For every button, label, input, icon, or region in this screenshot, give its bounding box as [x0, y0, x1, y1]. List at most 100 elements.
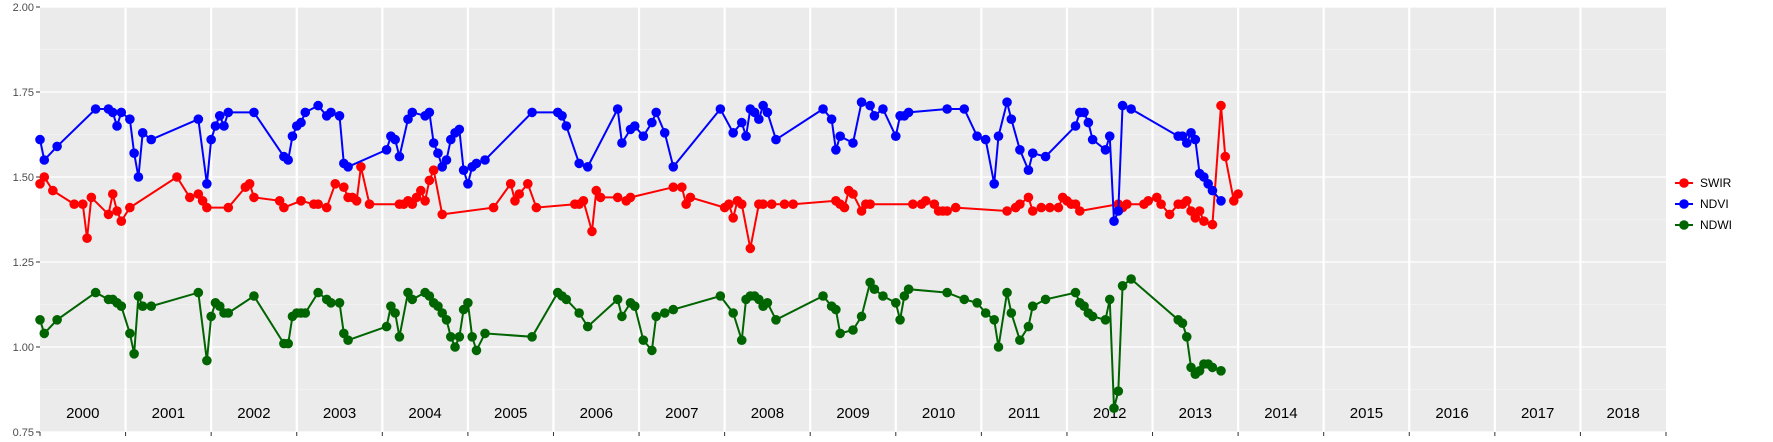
data-point: [1181, 138, 1192, 148]
data-point: [668, 182, 679, 192]
data-point: [1027, 206, 1038, 216]
legend-key-point: [1679, 178, 1689, 188]
data-point: [736, 117, 747, 128]
data-point: [903, 284, 914, 295]
data-point: [1194, 206, 1205, 216]
data-point: [193, 114, 204, 124]
data-point: [1015, 335, 1025, 346]
data-point: [1023, 165, 1034, 175]
data-point: [441, 315, 452, 325]
data-point: [728, 213, 738, 223]
data-point: [1023, 192, 1034, 203]
data-point: [445, 332, 456, 342]
data-point: [471, 158, 482, 169]
data-point: [942, 206, 952, 216]
data-point: [895, 315, 905, 325]
year-label: 2000: [66, 405, 99, 422]
data-point: [137, 128, 148, 138]
year-label: 2018: [1607, 405, 1640, 422]
year-label: 2010: [922, 405, 955, 422]
data-point: [424, 107, 435, 118]
year-label: 2001: [152, 405, 185, 422]
year-label: 2007: [665, 405, 698, 422]
data-point: [394, 151, 405, 162]
data-point: [574, 158, 584, 169]
data-point: [69, 199, 80, 209]
data-point: [1207, 219, 1218, 230]
data-point: [249, 291, 259, 301]
data-point: [454, 332, 465, 342]
data-point: [223, 107, 234, 118]
data-point: [1220, 151, 1231, 162]
data-point: [116, 216, 127, 226]
data-point: [638, 131, 649, 141]
data-point: [364, 199, 375, 209]
data-point: [133, 291, 144, 301]
year-label: 2017: [1521, 405, 1554, 422]
data-point: [629, 301, 640, 312]
data-point: [647, 345, 657, 356]
data-point: [433, 148, 443, 158]
data-point: [724, 199, 734, 209]
data-point: [651, 107, 661, 118]
data-point: [244, 179, 255, 189]
data-point: [467, 332, 477, 342]
data-point: [1109, 403, 1119, 414]
y-axis: 0.75 1.00 1.25 1.50 1.75 2.00: [13, 2, 40, 439]
data-point: [428, 138, 439, 148]
data-point: [595, 192, 606, 203]
data-point: [90, 104, 101, 114]
data-point: [86, 192, 97, 203]
data-point: [959, 104, 970, 114]
data-point: [112, 121, 122, 131]
data-point: [287, 131, 298, 141]
data-point: [39, 172, 50, 182]
legend-label: NDWI: [1700, 218, 1732, 232]
data-point: [890, 131, 901, 141]
data-point: [612, 294, 623, 305]
data-point: [561, 294, 572, 305]
data-point: [1199, 216, 1209, 226]
data-point: [989, 315, 1000, 325]
data-point: [1181, 332, 1192, 342]
data-point: [463, 179, 473, 189]
year-label: 2004: [408, 405, 441, 422]
data-point: [903, 107, 914, 118]
data-point: [416, 185, 426, 196]
data-point: [480, 155, 490, 165]
data-point: [300, 107, 311, 118]
data-point: [745, 243, 756, 254]
data-point: [856, 97, 867, 107]
data-point: [424, 175, 435, 186]
year-label: 2015: [1350, 405, 1383, 422]
data-point: [647, 117, 657, 128]
data-point: [741, 131, 751, 141]
data-point: [223, 308, 234, 318]
data-point: [112, 206, 122, 216]
data-point: [210, 121, 221, 131]
data-point: [989, 179, 1000, 189]
data-point: [441, 155, 452, 165]
data-point: [668, 304, 679, 315]
data-point: [223, 202, 234, 213]
data-point: [300, 308, 311, 318]
data-point: [390, 134, 400, 145]
data-point: [343, 162, 353, 172]
data-point: [959, 294, 970, 305]
data-point: [249, 192, 259, 203]
data-point: [668, 162, 679, 172]
data-point: [771, 315, 781, 325]
data-point: [612, 104, 623, 114]
data-point: [172, 172, 182, 182]
data-point: [1190, 134, 1201, 145]
y-tick-label: 2.00: [13, 2, 34, 14]
data-point: [1104, 294, 1115, 305]
data-point: [125, 202, 135, 213]
data-point: [527, 332, 537, 342]
data-point: [1126, 274, 1136, 284]
data-point: [826, 114, 837, 124]
data-point: [728, 128, 738, 138]
data-point: [839, 202, 850, 213]
data-point: [527, 107, 537, 118]
data-point: [1143, 196, 1154, 206]
